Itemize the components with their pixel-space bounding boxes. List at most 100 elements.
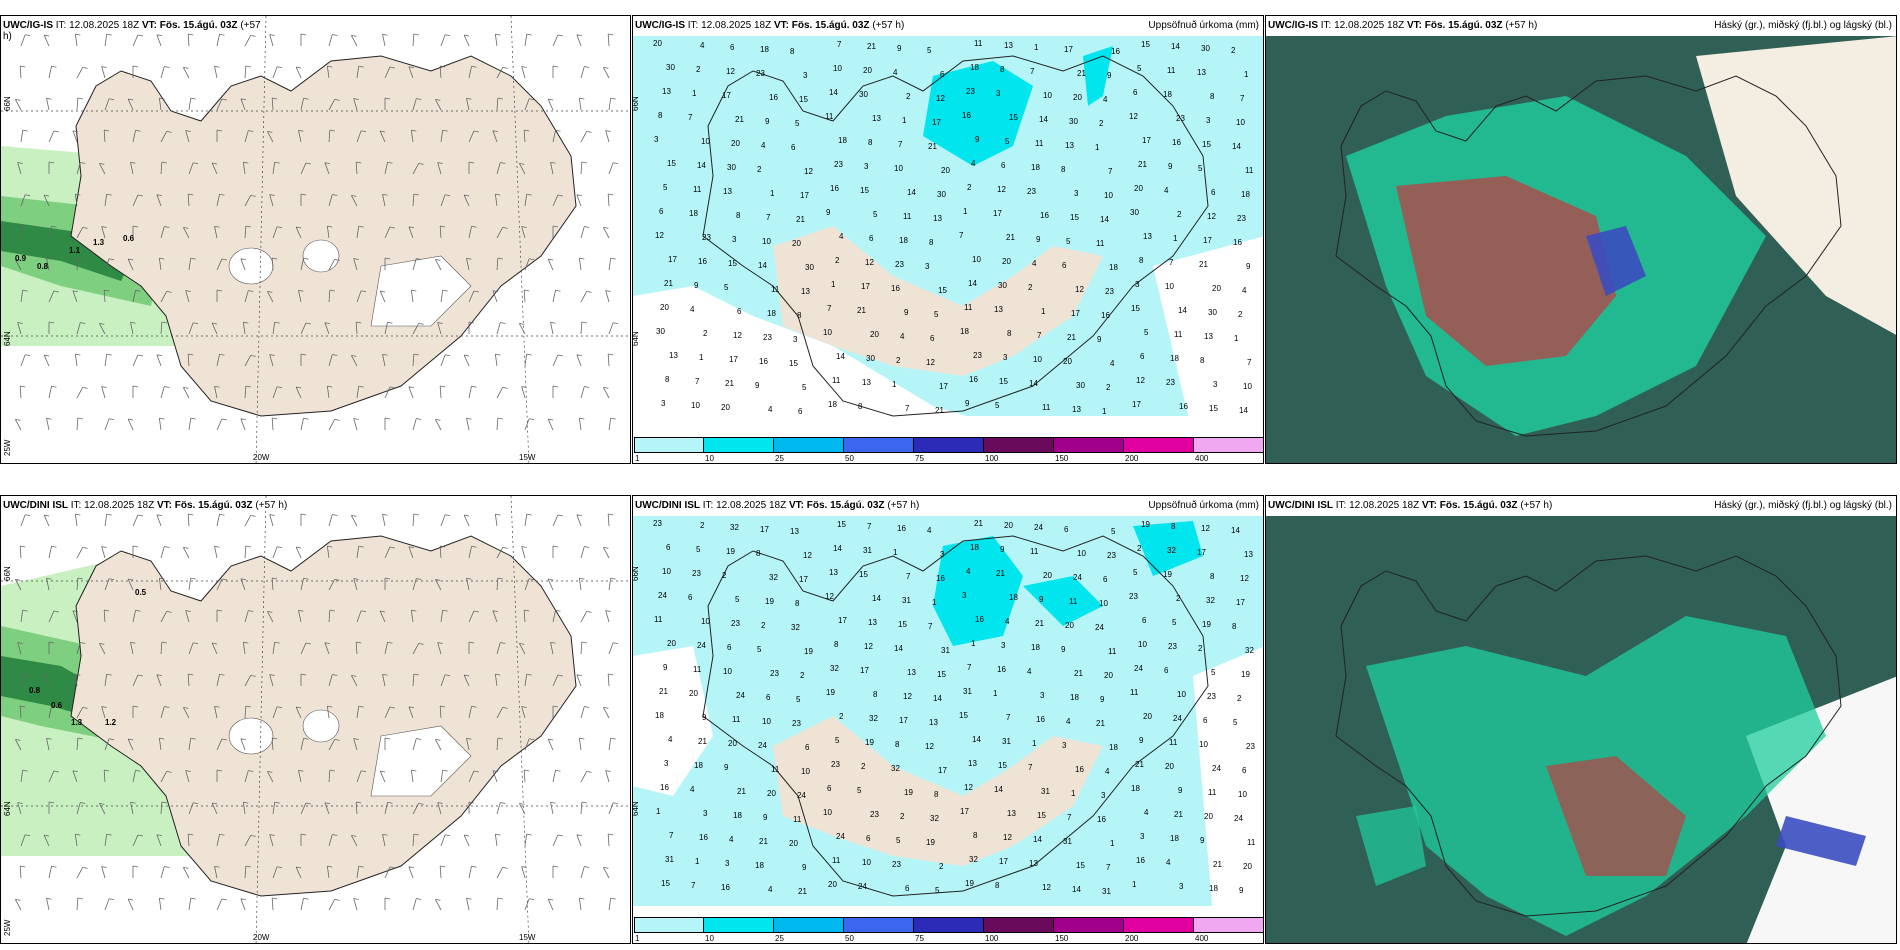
wind-barb bbox=[379, 610, 386, 623]
wind-barb-flag bbox=[495, 513, 501, 516]
wind-barb bbox=[185, 130, 190, 143]
precip-value: 32 bbox=[930, 814, 939, 823]
precip-value: 17 bbox=[1064, 45, 1073, 54]
wind-barb bbox=[15, 99, 22, 111]
wind-barb-flag bbox=[250, 195, 256, 197]
wind-barb-flag bbox=[389, 706, 395, 709]
wind-barb-flag bbox=[440, 545, 446, 548]
wind-barb bbox=[48, 66, 52, 79]
wind-barb bbox=[127, 258, 134, 271]
wind-barb bbox=[523, 130, 526, 143]
precip-value: 16 bbox=[1097, 815, 1106, 824]
wind-barb bbox=[76, 578, 79, 591]
precip-value: 4 bbox=[1032, 259, 1037, 268]
precip-value: 15 bbox=[860, 186, 869, 195]
wind-barb-flag bbox=[216, 609, 223, 612]
precip-value: 10 bbox=[1033, 355, 1042, 364]
precip-value: 19 bbox=[965, 879, 974, 888]
wind-barb bbox=[269, 194, 274, 207]
wind-barb-flag bbox=[608, 833, 614, 836]
wind-barb bbox=[132, 610, 136, 623]
precip-value: 16 bbox=[997, 665, 1006, 674]
wind-barb-flag bbox=[305, 642, 311, 645]
precip-value: 14 bbox=[1033, 835, 1042, 844]
wind-barb bbox=[355, 802, 358, 815]
wind-barb bbox=[382, 514, 386, 527]
wind-barb bbox=[523, 610, 526, 623]
colorbar-label: 100 bbox=[985, 934, 999, 943]
wind-barb bbox=[552, 290, 556, 303]
wind-barb-flag bbox=[384, 257, 391, 260]
wind-barb bbox=[160, 642, 163, 655]
wind-barb-flag bbox=[579, 257, 585, 260]
wind-barb bbox=[130, 642, 134, 655]
cloud-high-red bbox=[1396, 176, 1616, 366]
wind-barb-flag bbox=[442, 769, 448, 772]
wind-barb-flag bbox=[603, 387, 609, 389]
wind-barb-flag bbox=[464, 514, 470, 517]
precip-value: 4 bbox=[893, 68, 898, 77]
wind-barb-flag bbox=[408, 386, 414, 389]
precip-value: 15 bbox=[661, 879, 670, 888]
wind-barb-flag bbox=[101, 706, 107, 708]
wind-barb bbox=[244, 706, 247, 719]
wind-barb-flag bbox=[418, 803, 424, 805]
precip-value: 11 bbox=[1167, 66, 1176, 75]
precip-value: 11 bbox=[654, 615, 663, 624]
precip-value: 15 bbox=[1037, 811, 1046, 820]
cloud-high-blue bbox=[1586, 226, 1646, 296]
wind-barb-flag bbox=[188, 833, 194, 836]
precip-value: 10 bbox=[1238, 790, 1247, 799]
wind-barb-flag bbox=[471, 705, 477, 708]
wind-barb bbox=[188, 642, 194, 655]
precip-value: 7 bbox=[1108, 167, 1113, 176]
wind-barb bbox=[48, 866, 52, 879]
precip-value: 30 bbox=[727, 163, 736, 172]
precip-value: 32 bbox=[730, 523, 739, 532]
precip-value: 8 bbox=[973, 831, 978, 840]
wind-barb-flag bbox=[445, 194, 451, 197]
precip-value: 20 bbox=[721, 403, 730, 412]
precip-value: 11 bbox=[964, 303, 973, 312]
precip-value: 10 bbox=[1177, 690, 1186, 699]
wind-barb bbox=[356, 226, 360, 239]
wind-barb-flag bbox=[468, 321, 475, 324]
precip-value: 11 bbox=[832, 376, 841, 385]
precip-value: 15 bbox=[1076, 861, 1085, 870]
precip-value: 6 bbox=[1062, 261, 1067, 270]
precip-value: 4 bbox=[900, 332, 905, 341]
wind-barb bbox=[244, 675, 251, 687]
precip-value: 3 bbox=[1062, 741, 1067, 750]
wind-barb-flag bbox=[548, 258, 554, 261]
wind-barb-flag bbox=[298, 289, 304, 292]
wind-barb-flag bbox=[579, 577, 585, 580]
colorbar-swatch bbox=[844, 437, 914, 453]
glacier-3 bbox=[370, 255, 472, 327]
wind-barb-flag bbox=[500, 802, 506, 804]
precip-value: 5 bbox=[795, 119, 800, 128]
wind-barb-flag bbox=[296, 546, 302, 549]
wind-barb bbox=[576, 34, 582, 47]
wind-barb bbox=[160, 131, 167, 143]
wind-barb-flag bbox=[584, 706, 590, 708]
wind-barb bbox=[440, 770, 444, 783]
precip-value: 3 bbox=[1101, 791, 1106, 800]
precip-value: 5 bbox=[796, 695, 801, 704]
wind-barb bbox=[130, 322, 134, 335]
precip-value: 2 bbox=[696, 65, 701, 74]
wind-barb-flag bbox=[586, 771, 592, 773]
wind-barb-flag bbox=[272, 737, 278, 740]
wind-barb-flag bbox=[303, 897, 309, 900]
wind-barb bbox=[15, 739, 22, 751]
precip-value: 24 bbox=[658, 591, 667, 600]
wind-barb-flag bbox=[77, 737, 83, 740]
precip-value: 23 bbox=[1107, 551, 1116, 560]
wind-barb-flag bbox=[416, 738, 422, 740]
wind-barb-flag bbox=[380, 610, 386, 613]
wind-barb bbox=[216, 898, 223, 911]
wind-barb bbox=[435, 259, 442, 271]
wind-barb-flag bbox=[468, 801, 475, 804]
precip-value: 1 bbox=[1132, 880, 1137, 889]
precip-value: 11 bbox=[1169, 738, 1178, 747]
precip-value: 23 bbox=[1129, 592, 1138, 601]
